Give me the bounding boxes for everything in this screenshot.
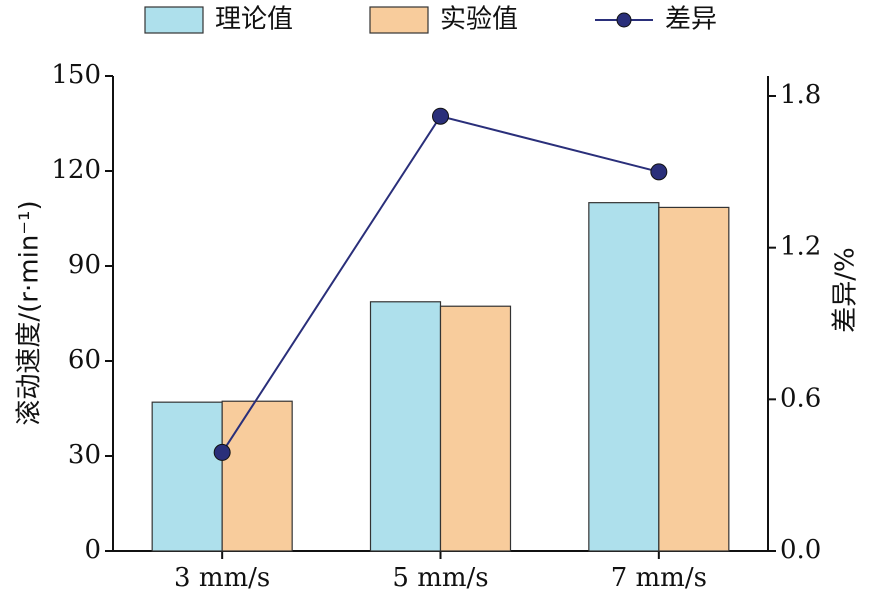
y-tick-label: 120 bbox=[51, 155, 101, 185]
bar bbox=[369, 301, 442, 552]
y-tick-label: 30 bbox=[68, 440, 101, 470]
y2-tick-label: 1.2 bbox=[780, 232, 821, 262]
line-marker bbox=[432, 107, 449, 125]
y-tick-label: 60 bbox=[68, 345, 101, 375]
line-marker bbox=[650, 163, 668, 181]
legend-label: 理论值 bbox=[215, 5, 293, 35]
line-marker bbox=[213, 443, 231, 461]
bar bbox=[658, 206, 730, 552]
legend-label: 差异 bbox=[665, 5, 717, 35]
y-tick-label: 90 bbox=[68, 250, 101, 280]
bar bbox=[588, 202, 660, 552]
y-tick-label: 0 bbox=[84, 535, 101, 565]
x-tick-label: 7 mm/s bbox=[611, 563, 707, 593]
legend-swatch bbox=[369, 6, 429, 34]
x-tick-label: 5 mm/s bbox=[392, 563, 488, 593]
y2-axis-label: 差异/% bbox=[831, 247, 861, 332]
x-tick-label: 3 mm/s bbox=[174, 563, 270, 593]
y-tick-label: 150 bbox=[51, 60, 101, 90]
bar bbox=[151, 401, 223, 552]
legend-label: 实验值 bbox=[440, 5, 518, 35]
y-axis-label: 滚动速度/(r·min⁻¹) bbox=[15, 200, 45, 425]
legend-marker bbox=[616, 12, 632, 28]
bar bbox=[439, 305, 512, 552]
y2-tick-label: 0.6 bbox=[780, 383, 821, 413]
y2-tick-label: 1.8 bbox=[780, 80, 821, 110]
legend-swatch bbox=[144, 6, 204, 34]
bar bbox=[221, 400, 293, 552]
y2-tick-label: 0.0 bbox=[780, 535, 821, 565]
